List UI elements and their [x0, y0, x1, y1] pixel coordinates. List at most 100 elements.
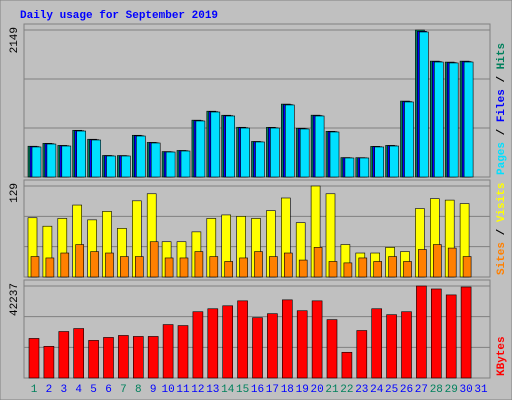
bar [284, 104, 295, 178]
bar [371, 308, 383, 379]
bar [179, 257, 189, 278]
legend-entry: Hits [496, 43, 508, 69]
bar [239, 257, 248, 278]
legend-entry: Visits [496, 183, 508, 223]
bar [299, 128, 310, 178]
bar [177, 325, 189, 379]
x-tick-label: 20 [310, 384, 323, 396]
bar [374, 146, 385, 178]
bar [419, 31, 429, 178]
bar [432, 244, 442, 278]
x-tick-label: 2 [46, 384, 53, 396]
bar [58, 331, 70, 379]
bar [314, 115, 325, 178]
x-tick-label: 26 [400, 384, 413, 396]
bar [45, 257, 55, 278]
bar [237, 300, 248, 379]
x-tick-label: 25 [385, 384, 398, 396]
bar [283, 252, 293, 278]
bar [430, 288, 442, 379]
bar [403, 261, 412, 278]
legend-separator: / [496, 222, 508, 242]
legend-separator: / [496, 122, 508, 142]
bar [341, 351, 353, 379]
chart-title: Daily usage for September 2019 [20, 10, 218, 22]
x-tick-label: 23 [355, 384, 368, 396]
bar [460, 286, 472, 379]
bar [418, 249, 427, 278]
bar [164, 257, 174, 278]
bar [225, 115, 235, 178]
bar [224, 261, 233, 278]
bar [120, 256, 129, 278]
bar [255, 141, 265, 178]
legend-entry: KBytes [496, 336, 508, 376]
bar [150, 142, 161, 178]
x-tick-label: 13 [206, 384, 219, 396]
bar [210, 111, 221, 178]
bar [359, 157, 370, 178]
x-tick-label: 27 [415, 384, 428, 396]
bar [328, 261, 338, 278]
x-tick-label: 18 [281, 384, 294, 396]
bar [448, 62, 459, 178]
bar [252, 317, 263, 379]
legend-separator: / [496, 69, 508, 89]
x-tick-label: 31 [474, 384, 488, 396]
bar [192, 311, 204, 379]
bar [88, 340, 99, 379]
x-tick-label: 8 [135, 384, 142, 396]
bar [43, 346, 55, 379]
bar [209, 256, 219, 278]
x-tick-label: 1 [31, 384, 38, 396]
y-tick-label: 42237 [9, 283, 21, 316]
bar [90, 251, 99, 278]
x-tick-label: 16 [251, 384, 264, 396]
bar [298, 259, 308, 278]
bar [28, 338, 40, 379]
bar [386, 314, 397, 379]
bar [463, 61, 474, 178]
bar [91, 139, 101, 178]
bar [222, 305, 233, 379]
bar [118, 335, 129, 379]
bar [105, 252, 114, 278]
x-tick-label: 6 [105, 384, 112, 396]
x-tick-label: 4 [75, 384, 82, 396]
bar [401, 311, 412, 379]
bar [60, 252, 70, 278]
x-tick-label: 21 [325, 384, 339, 396]
bar [61, 145, 72, 178]
x-tick-label: 14 [221, 384, 235, 396]
bar [103, 337, 114, 379]
bar [389, 145, 399, 178]
x-tick-label: 17 [266, 384, 279, 396]
x-tick-label: 15 [236, 384, 249, 396]
legend-entry: Files [496, 89, 508, 122]
bar [207, 308, 219, 379]
bar [46, 143, 57, 178]
bar [433, 61, 444, 178]
legend-entry: Pages [496, 142, 508, 175]
x-tick-label: 19 [296, 384, 309, 396]
bar [194, 251, 204, 278]
bar [75, 244, 84, 278]
bar [416, 285, 427, 379]
bar [447, 247, 457, 278]
bar [296, 310, 308, 379]
x-tick-label: 22 [340, 384, 353, 396]
bar [73, 328, 84, 379]
legend-entry: Sites [496, 242, 508, 275]
legend: KBytes [496, 336, 508, 376]
bar [269, 256, 278, 278]
legend: Sites / Visits [496, 183, 508, 275]
bar [329, 131, 340, 178]
bar [76, 130, 86, 178]
x-tick-label: 7 [120, 384, 127, 396]
x-tick-label: 3 [60, 384, 67, 396]
y-tick-label: 2149 [9, 27, 21, 53]
bar [462, 256, 472, 278]
bar [270, 127, 280, 178]
bar [356, 330, 368, 379]
bar [133, 336, 144, 379]
